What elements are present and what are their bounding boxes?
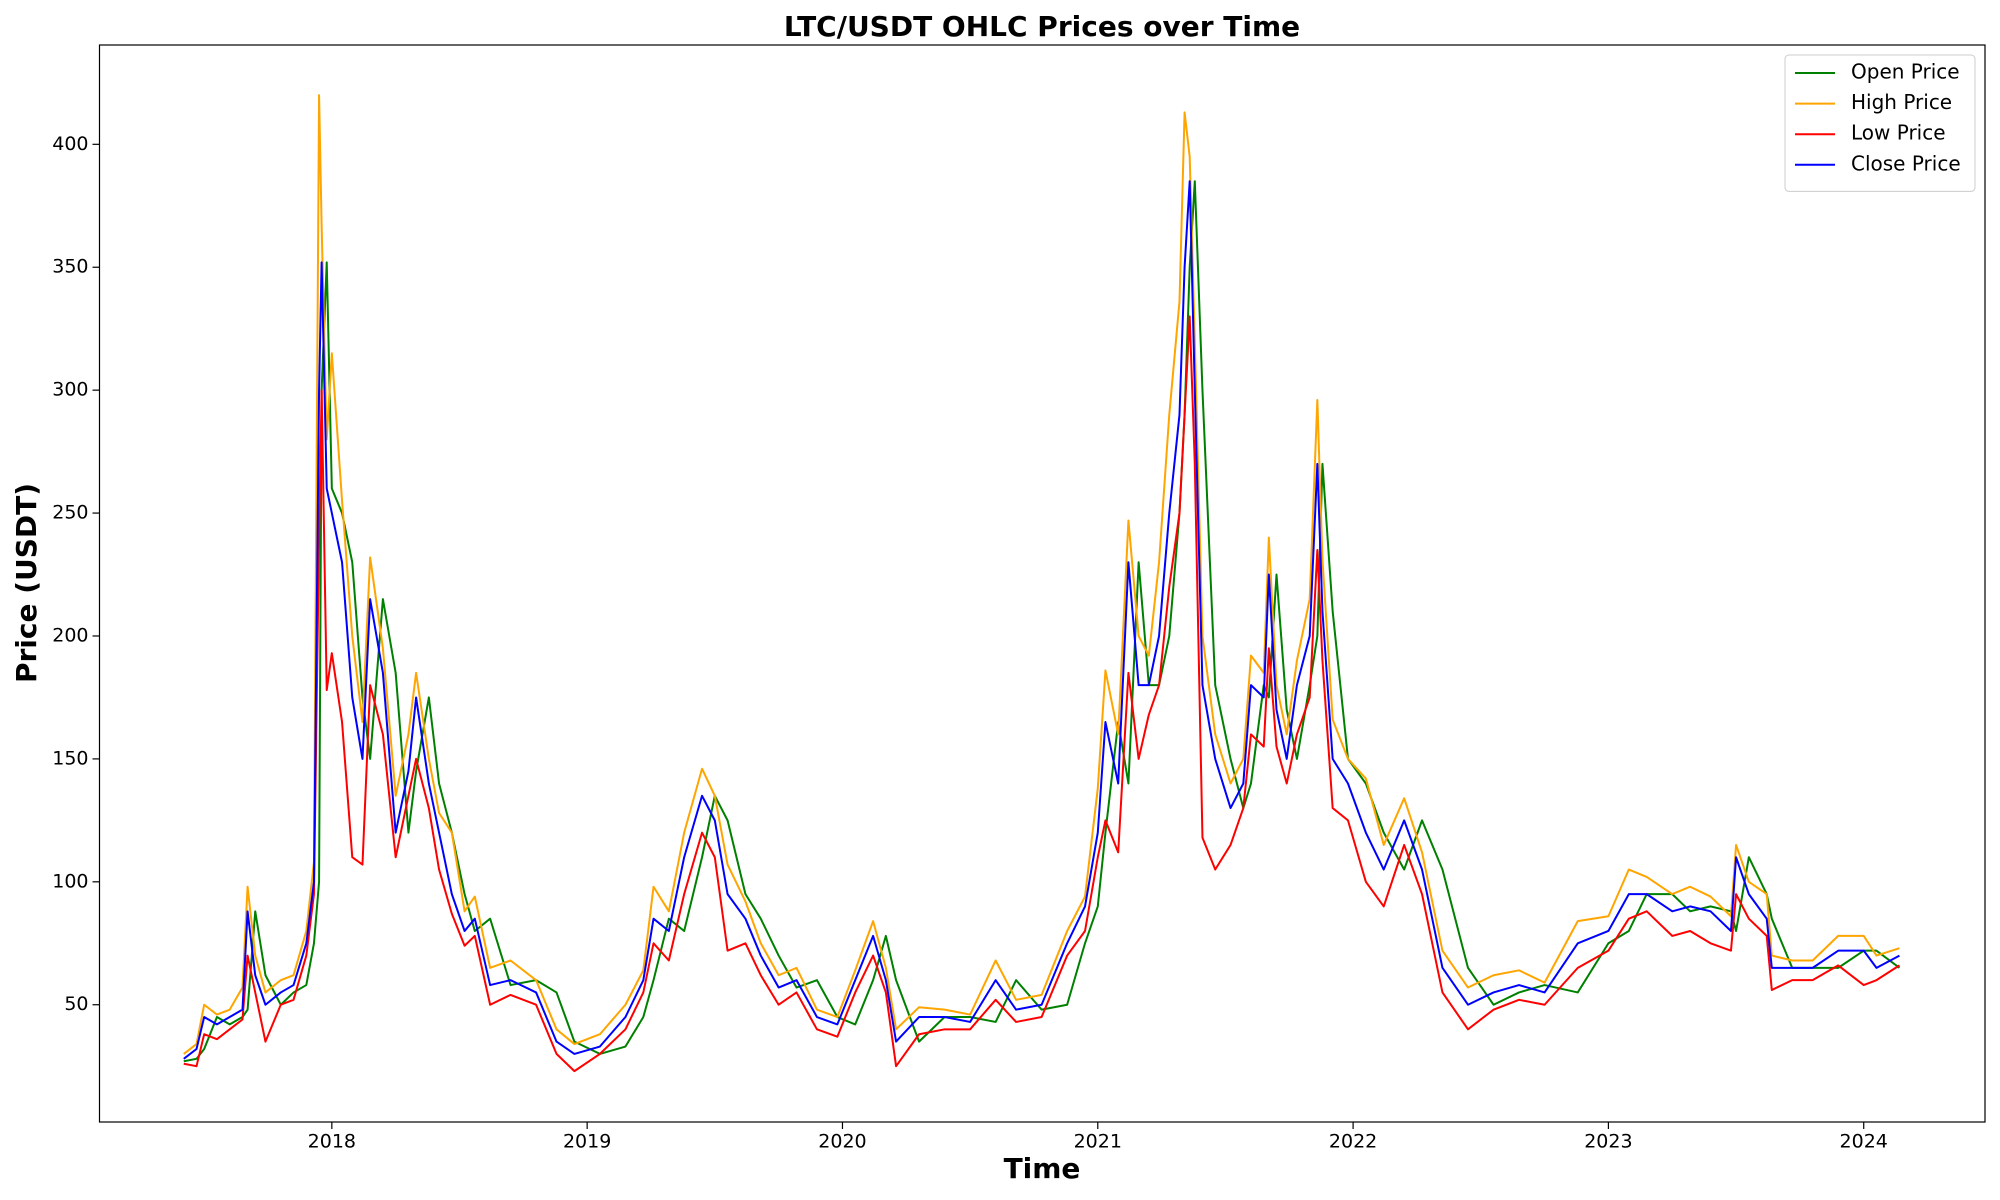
y-tick-label: 350	[52, 256, 88, 278]
x-tick-label: 2024	[1840, 1131, 1888, 1153]
price-line	[183, 180, 1900, 1060]
x-axis-label: Time	[1004, 1152, 1081, 1185]
x-tick-label: 2019	[563, 1131, 611, 1153]
chart-title: LTC/USDT OHLC Prices over Time	[784, 10, 1300, 43]
x-tick-label: 2021	[1074, 1131, 1122, 1153]
y-tick-label: 50	[64, 993, 88, 1015]
plot-frame	[98, 44, 1986, 1123]
y-tick-label: 250	[52, 502, 88, 524]
legend-label: Close Price	[1851, 151, 1961, 175]
legend-label: High Price	[1851, 90, 1952, 114]
legend: Open Price High Price Low Price Close Price	[1784, 54, 1976, 192]
legend-label: Low Price	[1851, 121, 1946, 145]
y-tick-label: 400	[52, 133, 88, 155]
x-tick-label: 2020	[818, 1131, 866, 1153]
y-tick-label: 300	[52, 379, 88, 401]
x-tick-label: 2018	[308, 1131, 356, 1153]
price-line	[183, 180, 1901, 1063]
y-axis-label: Price (USDT)	[10, 483, 43, 683]
legend-box	[1784, 54, 1976, 192]
x-tick-label: 2022	[1329, 1131, 1377, 1153]
legend-label: Open Price	[1851, 60, 1960, 84]
y-tick-label: 150	[52, 747, 88, 769]
x-tick-label: 2023	[1584, 1131, 1632, 1153]
y-tick-label: 100	[52, 870, 88, 892]
y-tick-label: 200	[52, 624, 88, 646]
price-line	[183, 94, 1900, 1055]
price-line	[183, 315, 1901, 1073]
